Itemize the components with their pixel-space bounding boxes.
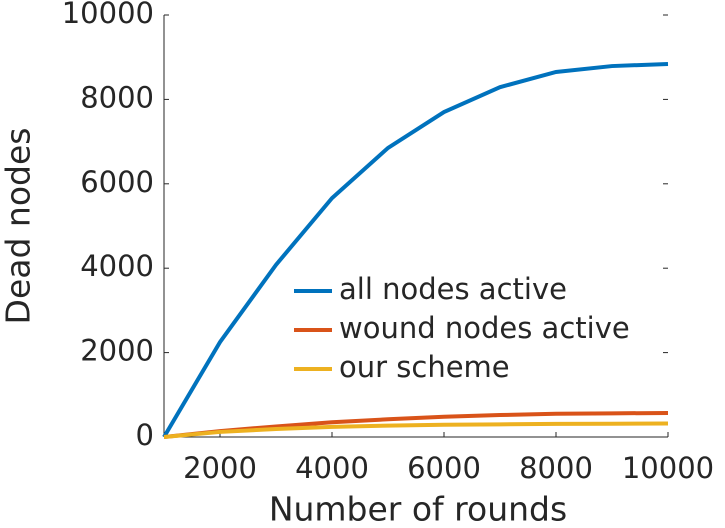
legend-label: all nodes active [339,272,567,306]
legend-label: wound nodes active [339,311,630,345]
series-line [162,61,669,439]
y-tick-label: 0 [136,418,154,452]
x-tick-label: 10000 [622,451,714,485]
y-tick-label: 2000 [80,334,154,368]
y-tick-label: 10000 [62,0,154,30]
legend-label: our scheme [339,350,510,384]
x-axis-label: Number of rounds [269,490,567,528]
x-tick-label: 6000 [407,451,481,485]
y-tick-label: 8000 [80,80,154,114]
series-line [163,421,669,439]
y-tick-label: 6000 [80,165,154,199]
y-axis-label: Dead nodes [0,128,38,325]
x-tick-label: 8000 [519,451,593,485]
x-tick-label: 4000 [295,451,369,485]
y-tick-label: 4000 [80,249,154,283]
x-tick-label: 2000 [183,451,257,485]
